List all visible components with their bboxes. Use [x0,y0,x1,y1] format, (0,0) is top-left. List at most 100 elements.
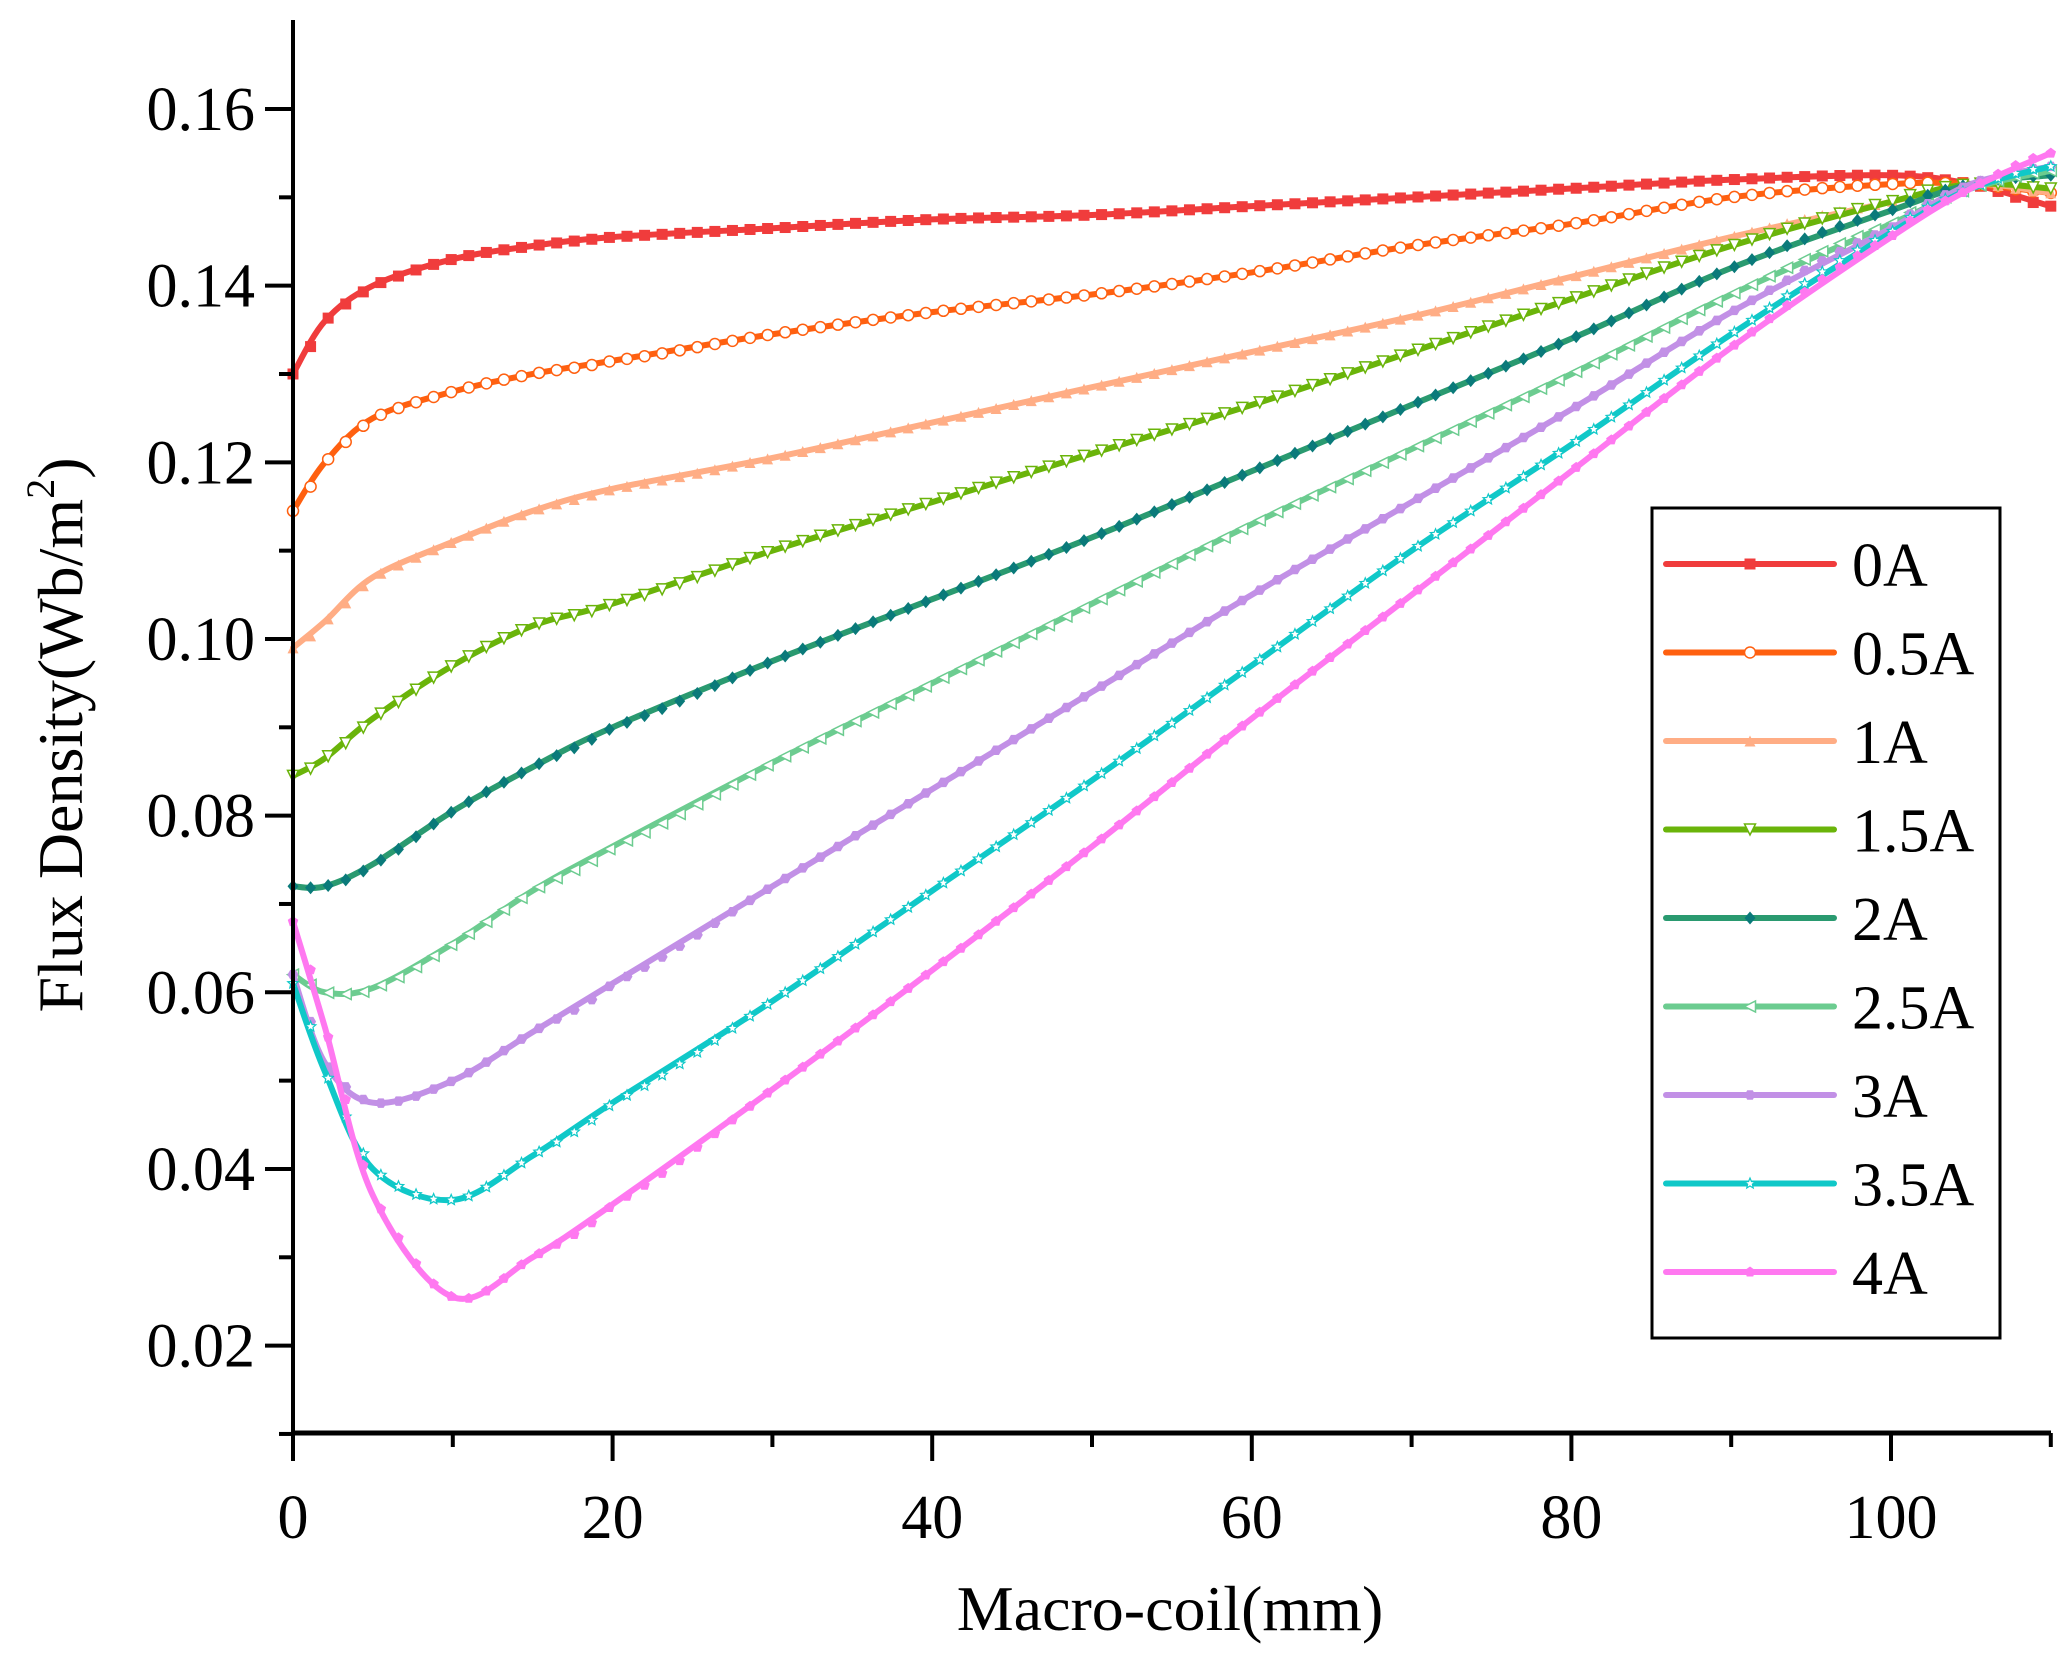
data-point [409,683,423,697]
data-point [1324,196,1336,208]
data-point [498,1045,510,1056]
data-point [813,529,828,543]
data-point [1078,534,1090,548]
data-point [322,1031,334,1042]
series-0-5A [286,176,2058,518]
data-point [1289,198,1301,210]
data-point [1183,627,1195,638]
data-point [1131,805,1142,816]
data-point [1641,252,1653,264]
data-point [1253,396,1267,410]
data-point [445,1290,457,1301]
data-point [1376,244,1390,257]
data-point [1200,412,1214,427]
data-point [1481,406,1495,421]
data-point [463,529,475,541]
data-point [1552,219,1565,232]
data-point [1658,392,1670,403]
data-point [1411,343,1425,357]
legend-marker [1744,911,1756,925]
data-point [1201,356,1213,368]
legend: 0A 0.5A 1A 1.5A 2A 2.5A 3A 3.5A 4A [1650,506,2002,1340]
data-point [1307,197,1319,209]
data-point [1797,252,1811,267]
data-point [1411,539,1425,552]
data-point [954,487,968,501]
data-point [1798,183,1811,196]
data-point [374,1168,388,1181]
data-point [1236,468,1248,482]
data-point [1006,635,1020,650]
data-point [1024,627,1038,641]
data-point [1764,285,1776,295]
data-point [885,809,897,820]
data-point [639,709,651,723]
data-point [549,1134,564,1148]
data-point [621,971,633,982]
legend-item: 3.5A [1663,1152,1975,1220]
data-point [1430,305,1442,317]
data-point [1059,609,1073,624]
data-point [936,875,951,889]
data-point [1604,410,1619,423]
data-point [322,312,334,324]
data-point [1727,325,1742,338]
data-point [1077,449,1091,464]
data-point [515,369,528,383]
data-point [831,524,845,538]
data-point [1253,652,1267,666]
data-point [567,1124,581,1138]
data-point [1112,439,1126,453]
data-point [1096,681,1108,691]
data-point [374,408,388,421]
data-point [444,937,458,952]
data-point [779,222,791,234]
data-point [1500,359,1512,373]
data-point [1711,352,1723,363]
data-point [988,644,1003,659]
data-point [1623,420,1635,431]
data-point [1692,303,1706,317]
legend-label: 0A [1852,532,1928,600]
data-point [444,1192,458,1206]
data-point [1359,247,1372,260]
data-point [603,484,615,496]
data-point [1289,446,1301,460]
data-point [779,873,791,884]
y-tick-label: 0.14 [147,253,256,321]
data-point [445,805,457,819]
data-point [1482,229,1495,242]
data-point [1324,652,1336,663]
data-point [1904,215,1916,226]
data-point [1606,434,1617,445]
series-1-5A [286,177,2058,784]
data-point [1394,403,1406,417]
data-point [303,1019,318,1033]
data-point [1008,561,1020,575]
data-point [426,1192,441,1205]
data-point [1744,277,1759,292]
data-point [1149,791,1160,802]
data-point [1412,191,1424,203]
data-point [919,497,933,512]
y-tick-label: 0.02 [147,1313,256,1381]
data-point [1499,226,1513,240]
data-point [1042,460,1056,474]
data-point [569,1229,580,1239]
data-point [358,1159,369,1170]
data-point [427,390,440,404]
data-point [1887,169,1899,181]
legend-item: 4A [1663,1240,1928,1308]
legend-marker [1743,1176,1757,1190]
data-point [1270,390,1285,404]
data-point [1623,306,1635,320]
data-point [462,1188,476,1202]
legend-marker [1743,823,1757,837]
data-point [1569,364,1583,379]
data-point [1832,236,1847,251]
data-point [428,544,440,556]
data-point [585,358,599,372]
data-point [1465,463,1477,473]
data-point [1430,570,1441,581]
